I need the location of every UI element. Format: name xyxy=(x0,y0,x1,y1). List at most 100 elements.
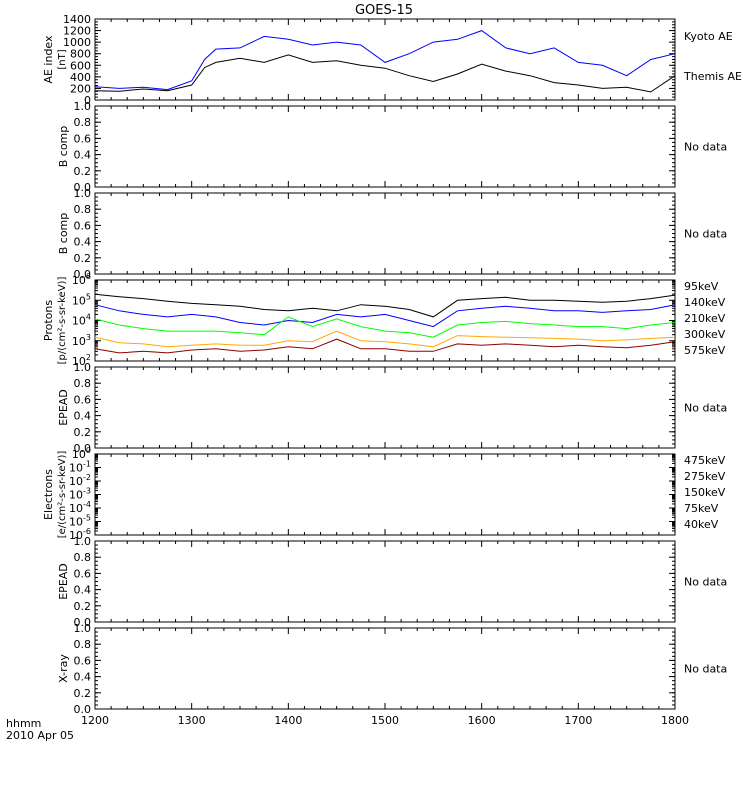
y-axis-title: Protons xyxy=(42,300,55,341)
y-tick-label: 0.6 xyxy=(74,132,92,145)
y-tick-label: 105 xyxy=(72,292,91,307)
y-tick-label: 1.0 xyxy=(74,535,92,548)
panel-b1: 0.0 0.2 0.4 0.6 0.8 1.0 B comp No data xyxy=(57,100,727,194)
y-tick-label: 1.0 xyxy=(74,187,92,200)
y-tick-label: 106 xyxy=(72,272,91,287)
y-tick-label: 0.0 xyxy=(74,616,92,629)
panel-frame xyxy=(94,366,676,449)
panel-b2: 0.0 0.2 0.4 0.6 0.8 1.0 B comp No data xyxy=(57,187,727,281)
series-line-575kev xyxy=(94,338,676,354)
y-tick-label: 0.0 xyxy=(74,703,92,716)
y-tick-label: 10-2 xyxy=(69,473,91,488)
no-data-note: No data xyxy=(684,663,727,676)
x-axis-label-date: 2010 Apr 05 xyxy=(6,729,74,742)
legend-label: 300keV xyxy=(684,328,726,341)
y-tick-label: 600 xyxy=(70,59,91,72)
no-data-note: No data xyxy=(684,228,727,241)
legend-label: 210keV xyxy=(684,312,726,325)
x-tick-label: 1300 xyxy=(178,714,206,727)
series-line-kyoto-ae xyxy=(94,30,676,91)
x-tick-label: 1500 xyxy=(371,714,399,727)
x-tick-label: 1200 xyxy=(81,714,109,727)
y-tick-label: 0.4 xyxy=(74,149,92,162)
y-tick-label: 1.0 xyxy=(74,100,92,113)
y-tick-label: 0.4 xyxy=(74,584,92,597)
y-tick-label: 0.8 xyxy=(74,551,92,564)
legend-label: Themis AE xyxy=(683,70,742,83)
y-tick-label: 0.6 xyxy=(74,567,92,580)
legend-label: 95keV xyxy=(684,280,719,293)
y-tick-label: 0.4 xyxy=(74,671,92,684)
panel-frame xyxy=(94,18,676,101)
y-tick-label: 10-1 xyxy=(69,460,91,475)
y-tick-label: 0.2 xyxy=(74,600,92,613)
panel-xray: 0.0 0.2 0.4 0.6 0.8 1.0 X-ray No data xyxy=(57,622,727,716)
y-tick-label: 0.8 xyxy=(74,116,92,129)
y-tick-label: 0.8 xyxy=(74,377,92,390)
no-data-note: No data xyxy=(684,402,727,415)
y-axis-title: X-ray xyxy=(57,654,70,683)
y-tick-label: 0.6 xyxy=(74,219,92,232)
panel-epead2: 0.0 0.2 0.4 0.6 0.8 1.0 EPEAD No data xyxy=(57,535,727,629)
y-tick-label: 1000 xyxy=(63,36,91,49)
legend-label: 150keV xyxy=(684,486,726,499)
y-tick-label: 10-3 xyxy=(69,487,91,502)
y-tick-label: 0.0 xyxy=(74,268,92,281)
y-axis-title: B comp xyxy=(57,126,70,168)
y-axis-units: [e/(cm²-s-sr-keV)] xyxy=(57,451,68,539)
y-tick-label: 200 xyxy=(70,82,91,95)
y-tick-label: 0.0 xyxy=(74,442,92,455)
panel-frame xyxy=(94,453,676,536)
legend-label: 475keV xyxy=(684,454,726,467)
y-tick-label: 10-6 xyxy=(69,527,91,542)
panel-frame xyxy=(94,105,676,188)
panel-protons: 102 103 104 105 106 Protons [p/(cm²-s-sr-keV)]… xyxy=(42,272,726,368)
y-tick-label: 0.4 xyxy=(74,410,92,423)
y-axis-title: EPEAD xyxy=(57,563,70,600)
y-tick-label: 0.2 xyxy=(74,252,92,265)
y-tick-label: 0.6 xyxy=(74,654,92,667)
series-line-300kev xyxy=(94,330,676,348)
panel-epead1: 0.0 0.2 0.4 0.6 0.8 1.0 EPEAD No data xyxy=(57,361,727,455)
series-line-themis-ae xyxy=(94,54,676,93)
y-tick-label: 0.2 xyxy=(74,426,92,439)
legend-label: 575keV xyxy=(684,344,726,357)
y-axis-units: [p/(cm²-s-sr-keV)] xyxy=(57,277,68,365)
series-line-95kev xyxy=(94,293,676,318)
legend-label: 140keV xyxy=(684,296,726,309)
y-tick-label: 0 xyxy=(84,94,91,107)
series-line-210kev xyxy=(94,316,676,338)
x-tick-label: 1400 xyxy=(274,714,302,727)
y-tick-label: 0.2 xyxy=(74,165,92,178)
panel-frame xyxy=(94,192,676,275)
no-data-note: No data xyxy=(684,141,727,154)
y-tick-label: 0.4 xyxy=(74,236,92,249)
y-tick-label: 0.8 xyxy=(74,203,92,216)
y-axis-units: [nT] xyxy=(57,49,68,69)
x-tick-label: 1600 xyxy=(468,714,496,727)
y-tick-label: 10-4 xyxy=(69,500,91,515)
y-axis-title: AE index xyxy=(42,35,55,84)
y-tick-label: 800 xyxy=(70,48,91,61)
y-tick-label: 1200 xyxy=(63,25,91,38)
x-axis-label-hhmm: hhmm xyxy=(6,717,41,730)
y-tick-label: 100 xyxy=(72,446,91,461)
y-tick-label: 102 xyxy=(72,353,91,368)
y-tick-label: 0.8 xyxy=(74,638,92,651)
panel-frame xyxy=(94,627,676,710)
plot-title: GOES-15 xyxy=(355,3,413,18)
y-tick-label: 0.6 xyxy=(74,393,92,406)
legend-label: 275keV xyxy=(684,470,726,483)
y-tick-label: 10-5 xyxy=(69,514,91,529)
y-axis-title: EPEAD xyxy=(57,389,70,426)
y-tick-label: 1.0 xyxy=(74,622,92,635)
y-tick-label: 103 xyxy=(72,333,91,348)
y-tick-label: 1400 xyxy=(63,13,91,26)
y-tick-label: 0.2 xyxy=(74,687,92,700)
y-axis-title: Electrons xyxy=(42,469,55,520)
y-tick-label: 400 xyxy=(70,71,91,84)
x-tick-label: 1800 xyxy=(661,714,689,727)
